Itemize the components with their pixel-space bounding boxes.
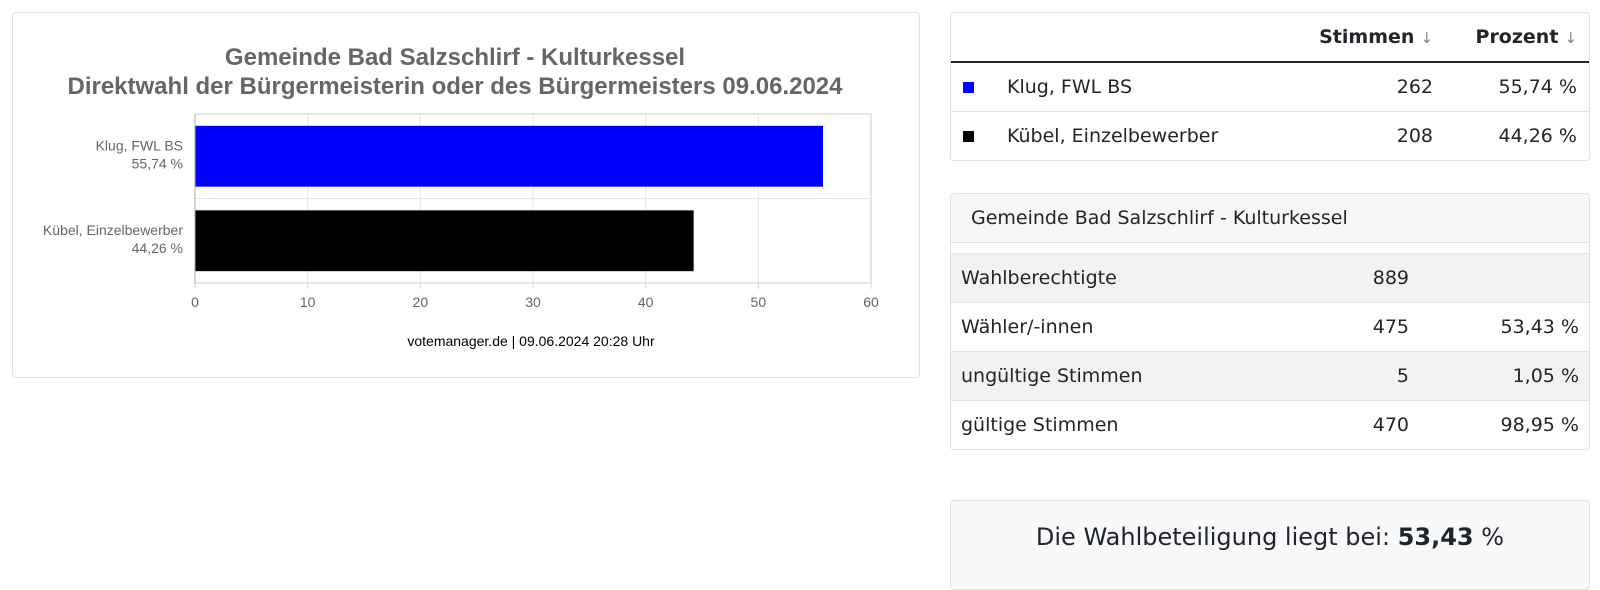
candidate-name: Kübel, Einzelbewerber (995, 111, 1271, 160)
x-tick-label: 40 (638, 294, 654, 310)
category-label: Kübel, Einzelbewerber (43, 222, 183, 238)
turnout-box: Die Wahlbeteiligung liegt bei: 53,43 % (950, 500, 1590, 590)
stats-value: 889 (1289, 253, 1419, 303)
votes-column-header[interactable]: Stimmen ↓ (1271, 13, 1445, 63)
color-swatch-icon (963, 82, 974, 93)
color-column-header (951, 13, 995, 63)
turnout-unit: % (1481, 523, 1505, 551)
stats-percent: 98,95 % (1419, 400, 1589, 449)
color-swatch-icon (963, 131, 974, 142)
percent-cell: 55,74 % (1498, 76, 1578, 98)
color-cell (951, 111, 995, 160)
chart-subtitle: Direktwahl der Bürgermeisterin oder des … (67, 73, 843, 100)
turnout-prefix: Die Wahlbeteiligung liegt bei: (1035, 523, 1391, 551)
percent-header-label: Prozent (1475, 26, 1559, 48)
x-tick-label: 60 (863, 294, 879, 310)
stats-row: gültige Stimmen 470 98,95 % (951, 400, 1589, 449)
stats-percent (1419, 253, 1589, 303)
votes-cell: 208 (1271, 111, 1445, 160)
sort-arrow-icon: ↓ (1564, 29, 1577, 47)
chart-card: Gemeinde Bad Salzschlirf - Kulturkessel … (12, 12, 920, 378)
category-label: Klug, FWL BS (96, 137, 183, 153)
x-tick-label: 30 (525, 294, 541, 310)
category-percent-label: 44,26 % (132, 240, 183, 256)
percent-column-header[interactable]: Prozent ↓ (1445, 13, 1589, 63)
votes-cell: 262 (1396, 76, 1433, 98)
bar (195, 125, 824, 187)
stats-row: Wähler/-innen 475 53,43 % (951, 302, 1589, 352)
category-percent-label: 55,74 % (132, 155, 183, 171)
stats-label: Wahlberechtigte (951, 253, 1289, 303)
chart-credits: votemanager.de | 09.06.2024 20:28 Uhr (407, 333, 655, 349)
x-tick-label: 10 (300, 294, 316, 310)
stats-value: 470 (1289, 400, 1419, 449)
results-table: Stimmen ↓ Prozent ↓ Klug, FWL BS 262 55,74… (950, 12, 1590, 161)
bar (195, 210, 694, 272)
votes-header-label: Stimmen (1319, 26, 1415, 48)
chart-title: Gemeinde Bad Salzschlirf - Kulturkessel (225, 44, 685, 71)
sort-arrow-icon: ↓ (1420, 29, 1433, 47)
stats-label: Wähler/-innen (951, 302, 1289, 352)
stats-card: Gemeinde Bad Salzschlirf - Kulturkessel … (950, 193, 1590, 450)
stats-value: 475 (1289, 302, 1419, 352)
color-cell (951, 62, 995, 112)
stats-label: gültige Stimmen (951, 400, 1289, 449)
stats-value: 5 (1289, 351, 1419, 401)
x-tick-label: 0 (191, 294, 199, 310)
table-row: Kübel, Einzelbewerber 208 44,26 % (951, 111, 1589, 160)
turnout-value: 53,43 (1397, 523, 1474, 551)
candidate-name: Klug, FWL BS (1007, 76, 1133, 98)
bar-chart: Gemeinde Bad Salzschlirf - Kulturkessel … (43, 44, 879, 349)
x-tick-label: 50 (751, 294, 767, 310)
x-tick-label: 20 (413, 294, 429, 310)
stats-spacer (951, 243, 1589, 253)
stats-percent: 53,43 % (1419, 302, 1589, 352)
stats-header: Gemeinde Bad Salzschlirf - Kulturkessel (951, 194, 1589, 243)
stats-percent: 1,05 % (1419, 351, 1589, 401)
name-column-header (995, 13, 1271, 63)
percent-cell: 44,26 % (1445, 111, 1589, 160)
stats-label: ungültige Stimmen (951, 351, 1289, 401)
table-row: Klug, FWL BS 262 55,74 % (951, 62, 1589, 112)
stats-row: ungültige Stimmen 5 1,05 % (951, 351, 1589, 401)
stats-row: Wahlberechtigte 889 (951, 253, 1589, 303)
